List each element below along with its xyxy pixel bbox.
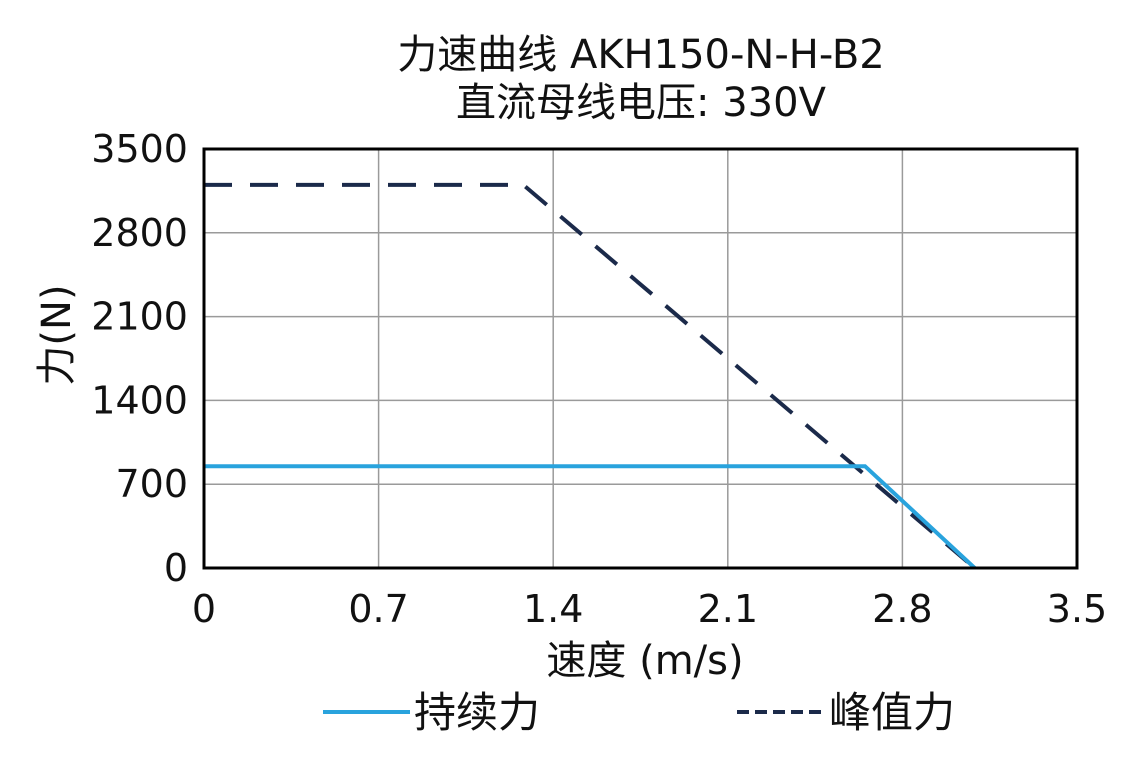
- series-line-continuous: [204, 464, 977, 570]
- y-tick-label: 0: [164, 546, 188, 590]
- legend: 持续力 峰值力: [323, 688, 955, 737]
- x-axis-title: 速度 (m/s): [546, 638, 743, 684]
- chart-title: 力速曲线 AKH150-N-H-B2: [397, 32, 885, 78]
- plot-frame: [202, 147, 1079, 570]
- x-tick-label: 2.8: [872, 587, 932, 631]
- y-tick-label: 3500: [91, 127, 188, 171]
- y-tick-labels: 0 700 1400 2100 2800 3500: [91, 127, 188, 590]
- y-tick-label: 2100: [91, 295, 188, 339]
- y-tick-label: 1400: [91, 378, 188, 422]
- legend-label-peak: 峰值力: [829, 688, 955, 737]
- y-tick-label: 700: [115, 462, 188, 506]
- x-tick-label: 0.7: [348, 587, 408, 631]
- x-tick-labels: 0 0.7 1.4 2.1 2.8 3.5: [192, 587, 1107, 631]
- x-tick-label: 0: [192, 587, 216, 631]
- chart-subtitle: 直流母线电压: 330V: [456, 80, 827, 126]
- x-tick-label: 2.1: [698, 587, 758, 631]
- x-tick-label: 3.5: [1047, 587, 1107, 631]
- y-axis-title: 力(N): [34, 284, 80, 385]
- y-tick-label: 2800: [91, 211, 188, 255]
- legend-label-continuous: 持续力: [414, 688, 540, 737]
- x-tick-label: 1.4: [523, 587, 583, 631]
- grid-lines: [203, 148, 1078, 569]
- series-line-peak: [204, 182, 976, 570]
- series-layer: [204, 182, 977, 570]
